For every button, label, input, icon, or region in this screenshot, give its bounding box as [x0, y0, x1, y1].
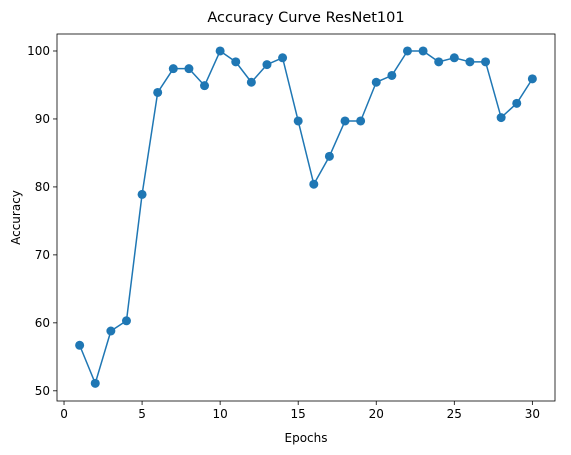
data-point: [324, 151, 334, 161]
y-tick-label: 100: [27, 44, 50, 58]
x-tick-label: 5: [138, 407, 146, 421]
x-tick-label: 15: [291, 407, 306, 421]
accuracy-series-markers: [75, 46, 537, 388]
data-point: [340, 116, 350, 126]
data-point: [153, 87, 163, 97]
x-tick-label: 0: [60, 407, 68, 421]
data-point: [246, 77, 256, 87]
data-point: [387, 70, 397, 80]
y-axis: 50 60 70 80 90 100: [27, 44, 57, 398]
x-tick-label: 30: [525, 407, 540, 421]
data-point: [356, 116, 366, 126]
data-point: [527, 74, 537, 84]
data-point: [418, 46, 428, 56]
x-tick-label: 20: [369, 407, 384, 421]
accuracy-series-line: [78, 50, 533, 385]
x-tick-label: 10: [212, 407, 227, 421]
data-point: [309, 179, 319, 189]
data-point: [137, 189, 147, 199]
x-tick-label: 25: [447, 407, 462, 421]
data-point: [434, 57, 444, 67]
y-tick-label: 70: [35, 248, 50, 262]
data-point: [293, 116, 303, 126]
y-tick-label: 60: [35, 316, 50, 330]
chart-title: Accuracy Curve ResNet101: [207, 10, 404, 26]
data-point: [90, 378, 100, 388]
data-point: [496, 113, 506, 123]
data-point: [371, 77, 381, 87]
data-point: [121, 316, 131, 326]
data-point: [262, 60, 272, 70]
data-point: [278, 53, 288, 63]
x-axis: 0 5 10 15 20 25 30: [60, 401, 540, 421]
data-point: [465, 57, 475, 67]
y-tick-label: 80: [35, 180, 50, 194]
data-point: [75, 340, 85, 350]
data-point: [449, 53, 459, 63]
y-tick-label: 50: [35, 384, 50, 398]
x-axis-label: Epochs: [285, 431, 328, 445]
data-point: [200, 81, 210, 91]
data-point: [106, 326, 116, 336]
data-point: [512, 98, 522, 108]
data-point: [215, 46, 225, 56]
data-point: [184, 64, 194, 74]
y-axis-label: Accuracy: [9, 190, 23, 245]
y-tick-label: 90: [35, 112, 50, 126]
plot-frame: [56, 33, 556, 402]
data-point: [402, 46, 412, 56]
data-point: [168, 64, 178, 74]
data-point: [231, 57, 241, 67]
data-point: [481, 57, 491, 67]
